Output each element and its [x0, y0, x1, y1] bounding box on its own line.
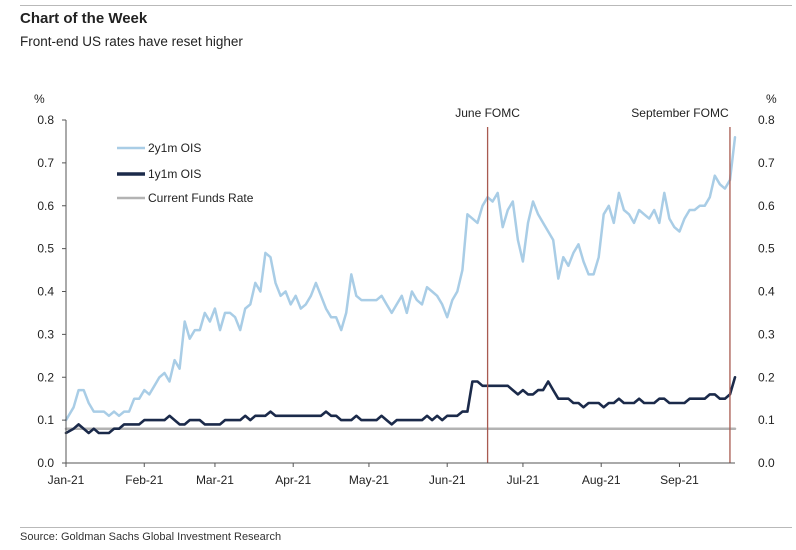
x-tick-label: May-21 [349, 473, 389, 487]
axes-group: % % 0.0 0.0 0.1 0.1 0.2 0.2 0.3 0.3 0.4 0.4 0.5 0.5 0.… [34, 92, 777, 487]
fomc-label: September FOMC [631, 106, 729, 120]
y-tick-label-right: 0.8 [758, 113, 775, 127]
y-tick-label-left: 0.4 [37, 285, 54, 299]
y-tick-label-left: 0.8 [37, 113, 54, 127]
y-tick-label-left: 0.1 [37, 413, 54, 427]
y-tick-label-right: 0.7 [758, 156, 775, 170]
x-tick-label: Apr-21 [275, 473, 311, 487]
y-tick-label-right: 0.0 [758, 456, 775, 470]
x-tick-label: Jul-21 [507, 473, 540, 487]
series-line-1y1m-ois [64, 375, 737, 435]
fomc-label: June FOMC [455, 106, 520, 120]
source-note: Source: Goldman Sachs Global Investment … [20, 531, 282, 543]
y-tick-label-left: 0.5 [37, 242, 54, 256]
x-tick-label: Aug-21 [582, 473, 621, 487]
series-group [64, 135, 737, 435]
y-tick-label-right: 0.5 [758, 242, 775, 256]
x-tick-label: Sep-21 [660, 473, 699, 487]
legend-label: Current Funds Rate [148, 191, 254, 205]
y-tick-label-left: 0.7 [37, 156, 54, 170]
y-tick-label-left: 0.3 [37, 327, 54, 341]
legend-label: 2y1m OIS [148, 141, 201, 155]
chart-title: Chart of the Week [20, 10, 148, 27]
chart-subtitle: Front-end US rates have reset higher [20, 34, 243, 49]
y-tick-label-left: 0.6 [37, 199, 54, 213]
y-tick-label-right: 0.1 [758, 413, 775, 427]
x-tick-label: Feb-21 [125, 473, 163, 487]
y-axis-unit-right: % [766, 92, 777, 106]
bottom-rule [20, 527, 792, 528]
legend-label: 1y1m OIS [148, 167, 201, 181]
legend: 2y1m OIS 1y1m OIS Current Funds Rate [117, 141, 254, 205]
y-tick-label-right: 0.3 [758, 327, 775, 341]
y-tick-label-right: 0.6 [758, 199, 775, 213]
y-tick-label-left: 0.2 [37, 370, 54, 384]
x-tick-label: Jan-21 [48, 473, 85, 487]
y-tick-label-left: 0.0 [37, 456, 54, 470]
y-tick-label-right: 0.4 [758, 285, 775, 299]
x-tick-label: Mar-21 [196, 473, 234, 487]
x-tick-label: Jun-21 [429, 473, 466, 487]
series-line-2y1m-ois [64, 135, 737, 422]
annotations-group: June FOMC September FOMC [455, 106, 731, 463]
y-tick-label-right: 0.2 [758, 370, 775, 384]
top-rule [20, 5, 792, 6]
y-axis-unit-left: % [34, 92, 45, 106]
